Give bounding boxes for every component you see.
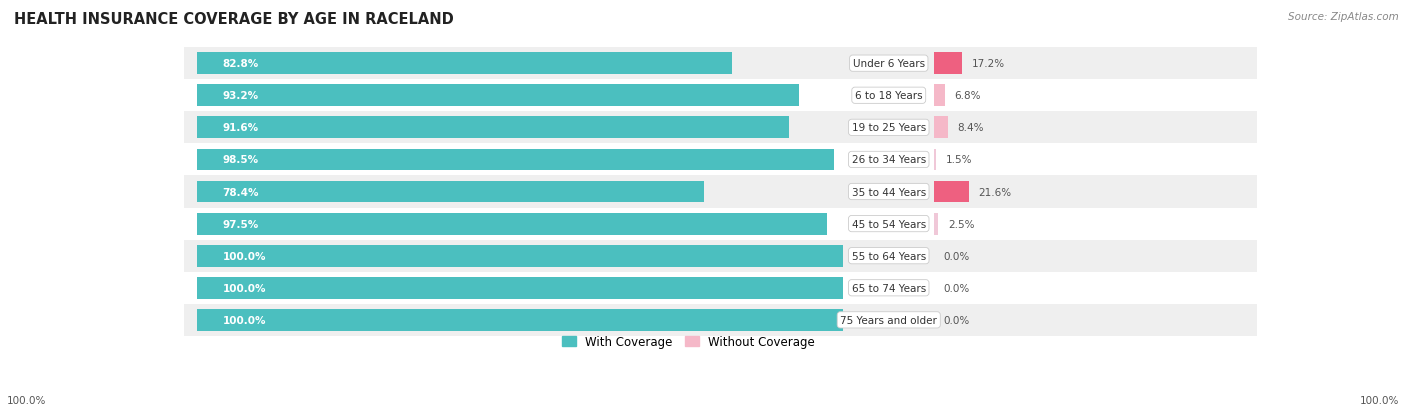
Bar (934, 53, 962, 75)
Text: 45 to 54 Years: 45 to 54 Years (852, 219, 927, 229)
Text: 6 to 18 Years: 6 to 18 Years (855, 91, 922, 101)
Bar (184, 176, 1257, 208)
Text: Source: ZipAtlas.com: Source: ZipAtlas.com (1288, 12, 1399, 22)
Legend: With Coverage, Without Coverage: With Coverage, Without Coverage (557, 331, 820, 353)
Text: 1.5%: 1.5% (946, 155, 973, 165)
Text: 98.5%: 98.5% (222, 155, 259, 165)
Text: 100.0%: 100.0% (222, 283, 266, 293)
Text: 2.5%: 2.5% (948, 219, 974, 229)
Text: 0.0%: 0.0% (943, 315, 970, 325)
Bar (184, 304, 1257, 336)
Text: 8.4%: 8.4% (957, 123, 984, 133)
Bar (197, 213, 827, 235)
Text: 100.0%: 100.0% (222, 315, 266, 325)
Bar (184, 112, 1257, 144)
Bar (934, 149, 936, 171)
Text: 65 to 74 Years: 65 to 74 Years (852, 283, 927, 293)
Bar (184, 48, 1257, 80)
Bar (197, 53, 733, 75)
Bar (197, 181, 704, 203)
Text: 17.2%: 17.2% (972, 59, 1005, 69)
Text: 19 to 25 Years: 19 to 25 Years (852, 123, 927, 133)
Bar (197, 117, 789, 139)
Text: 6.8%: 6.8% (955, 91, 981, 101)
Text: 35 to 44 Years: 35 to 44 Years (852, 187, 927, 197)
Bar (197, 277, 844, 299)
Bar (197, 309, 844, 331)
Bar (197, 149, 834, 171)
Bar (934, 117, 948, 139)
Text: 21.6%: 21.6% (979, 187, 1012, 197)
Bar (184, 144, 1257, 176)
Bar (934, 85, 945, 107)
Text: Under 6 Years: Under 6 Years (852, 59, 925, 69)
Bar (184, 272, 1257, 304)
Text: 26 to 34 Years: 26 to 34 Years (852, 155, 927, 165)
Bar (184, 80, 1257, 112)
Bar (934, 213, 938, 235)
Text: 100.0%: 100.0% (222, 251, 266, 261)
Text: 91.6%: 91.6% (222, 123, 259, 133)
Text: 100.0%: 100.0% (7, 395, 46, 405)
Bar (184, 208, 1257, 240)
Text: 55 to 64 Years: 55 to 64 Years (852, 251, 927, 261)
Bar (184, 240, 1257, 272)
Text: 0.0%: 0.0% (943, 251, 970, 261)
Bar (197, 85, 800, 107)
Text: 97.5%: 97.5% (222, 219, 259, 229)
Bar (197, 245, 844, 267)
Bar (934, 181, 969, 203)
Text: HEALTH INSURANCE COVERAGE BY AGE IN RACELAND: HEALTH INSURANCE COVERAGE BY AGE IN RACE… (14, 12, 454, 27)
Text: 78.4%: 78.4% (222, 187, 259, 197)
Text: 75 Years and older: 75 Years and older (841, 315, 938, 325)
Text: 100.0%: 100.0% (1360, 395, 1399, 405)
Text: 93.2%: 93.2% (222, 91, 259, 101)
Text: 0.0%: 0.0% (943, 283, 970, 293)
Text: 82.8%: 82.8% (222, 59, 259, 69)
